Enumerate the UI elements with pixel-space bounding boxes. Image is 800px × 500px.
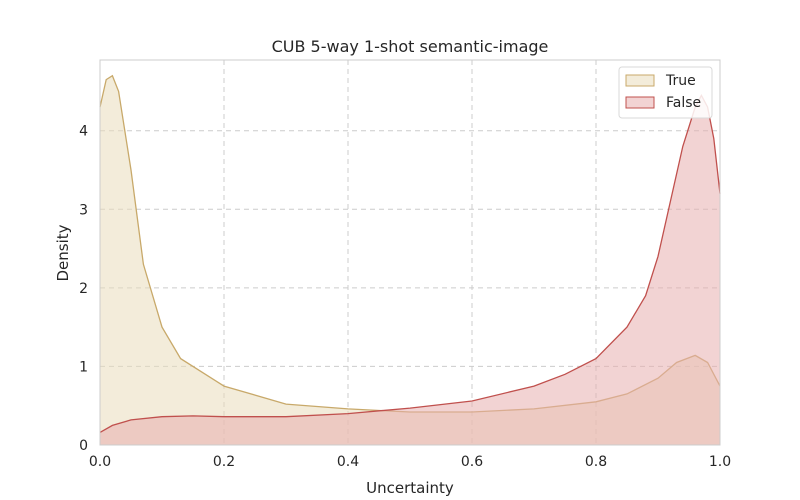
- grid: [100, 60, 720, 445]
- chart-title: CUB 5-way 1-shot semantic-image: [272, 37, 549, 56]
- legend-swatch-true: [625, 74, 655, 87]
- legend: True False: [618, 66, 713, 119]
- y-tick-label: 0: [79, 438, 88, 454]
- x-tick-label: 0.6: [461, 454, 483, 470]
- x-tick-label: 0.0: [89, 454, 111, 470]
- legend-label-false: False: [666, 95, 701, 111]
- y-axis-label: Density: [54, 224, 72, 281]
- legend-swatch-false: [625, 96, 655, 109]
- y-tick-label: 4: [79, 124, 88, 140]
- y-tick-label: 3: [79, 202, 88, 218]
- x-tick-label: 1.0: [709, 454, 731, 470]
- x-tick-label: 0.2: [213, 454, 235, 470]
- plot-frame: [99, 59, 721, 446]
- x-tick-label: 0.4: [337, 454, 359, 470]
- legend-label-true: True: [665, 73, 696, 89]
- tick-labels: 0.0 0.2 0.4 0.6 0.8 1.0 0 1 2 3 4: [79, 124, 731, 470]
- x-axis-label: Uncertainty: [366, 479, 454, 497]
- y-tick-label: 1: [79, 359, 88, 375]
- y-tick-label: 2: [79, 281, 88, 297]
- x-tick-label: 0.8: [585, 454, 607, 470]
- series-area-false: [100, 95, 720, 446]
